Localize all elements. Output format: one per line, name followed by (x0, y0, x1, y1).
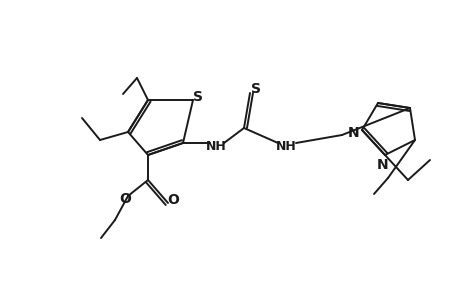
Text: NH: NH (205, 140, 226, 152)
Text: NH: NH (275, 140, 296, 152)
Text: S: S (193, 90, 202, 104)
Text: S: S (251, 82, 260, 96)
Text: O: O (119, 192, 131, 206)
Text: N: N (347, 126, 359, 140)
Text: O: O (167, 193, 179, 207)
Text: N: N (376, 158, 388, 172)
